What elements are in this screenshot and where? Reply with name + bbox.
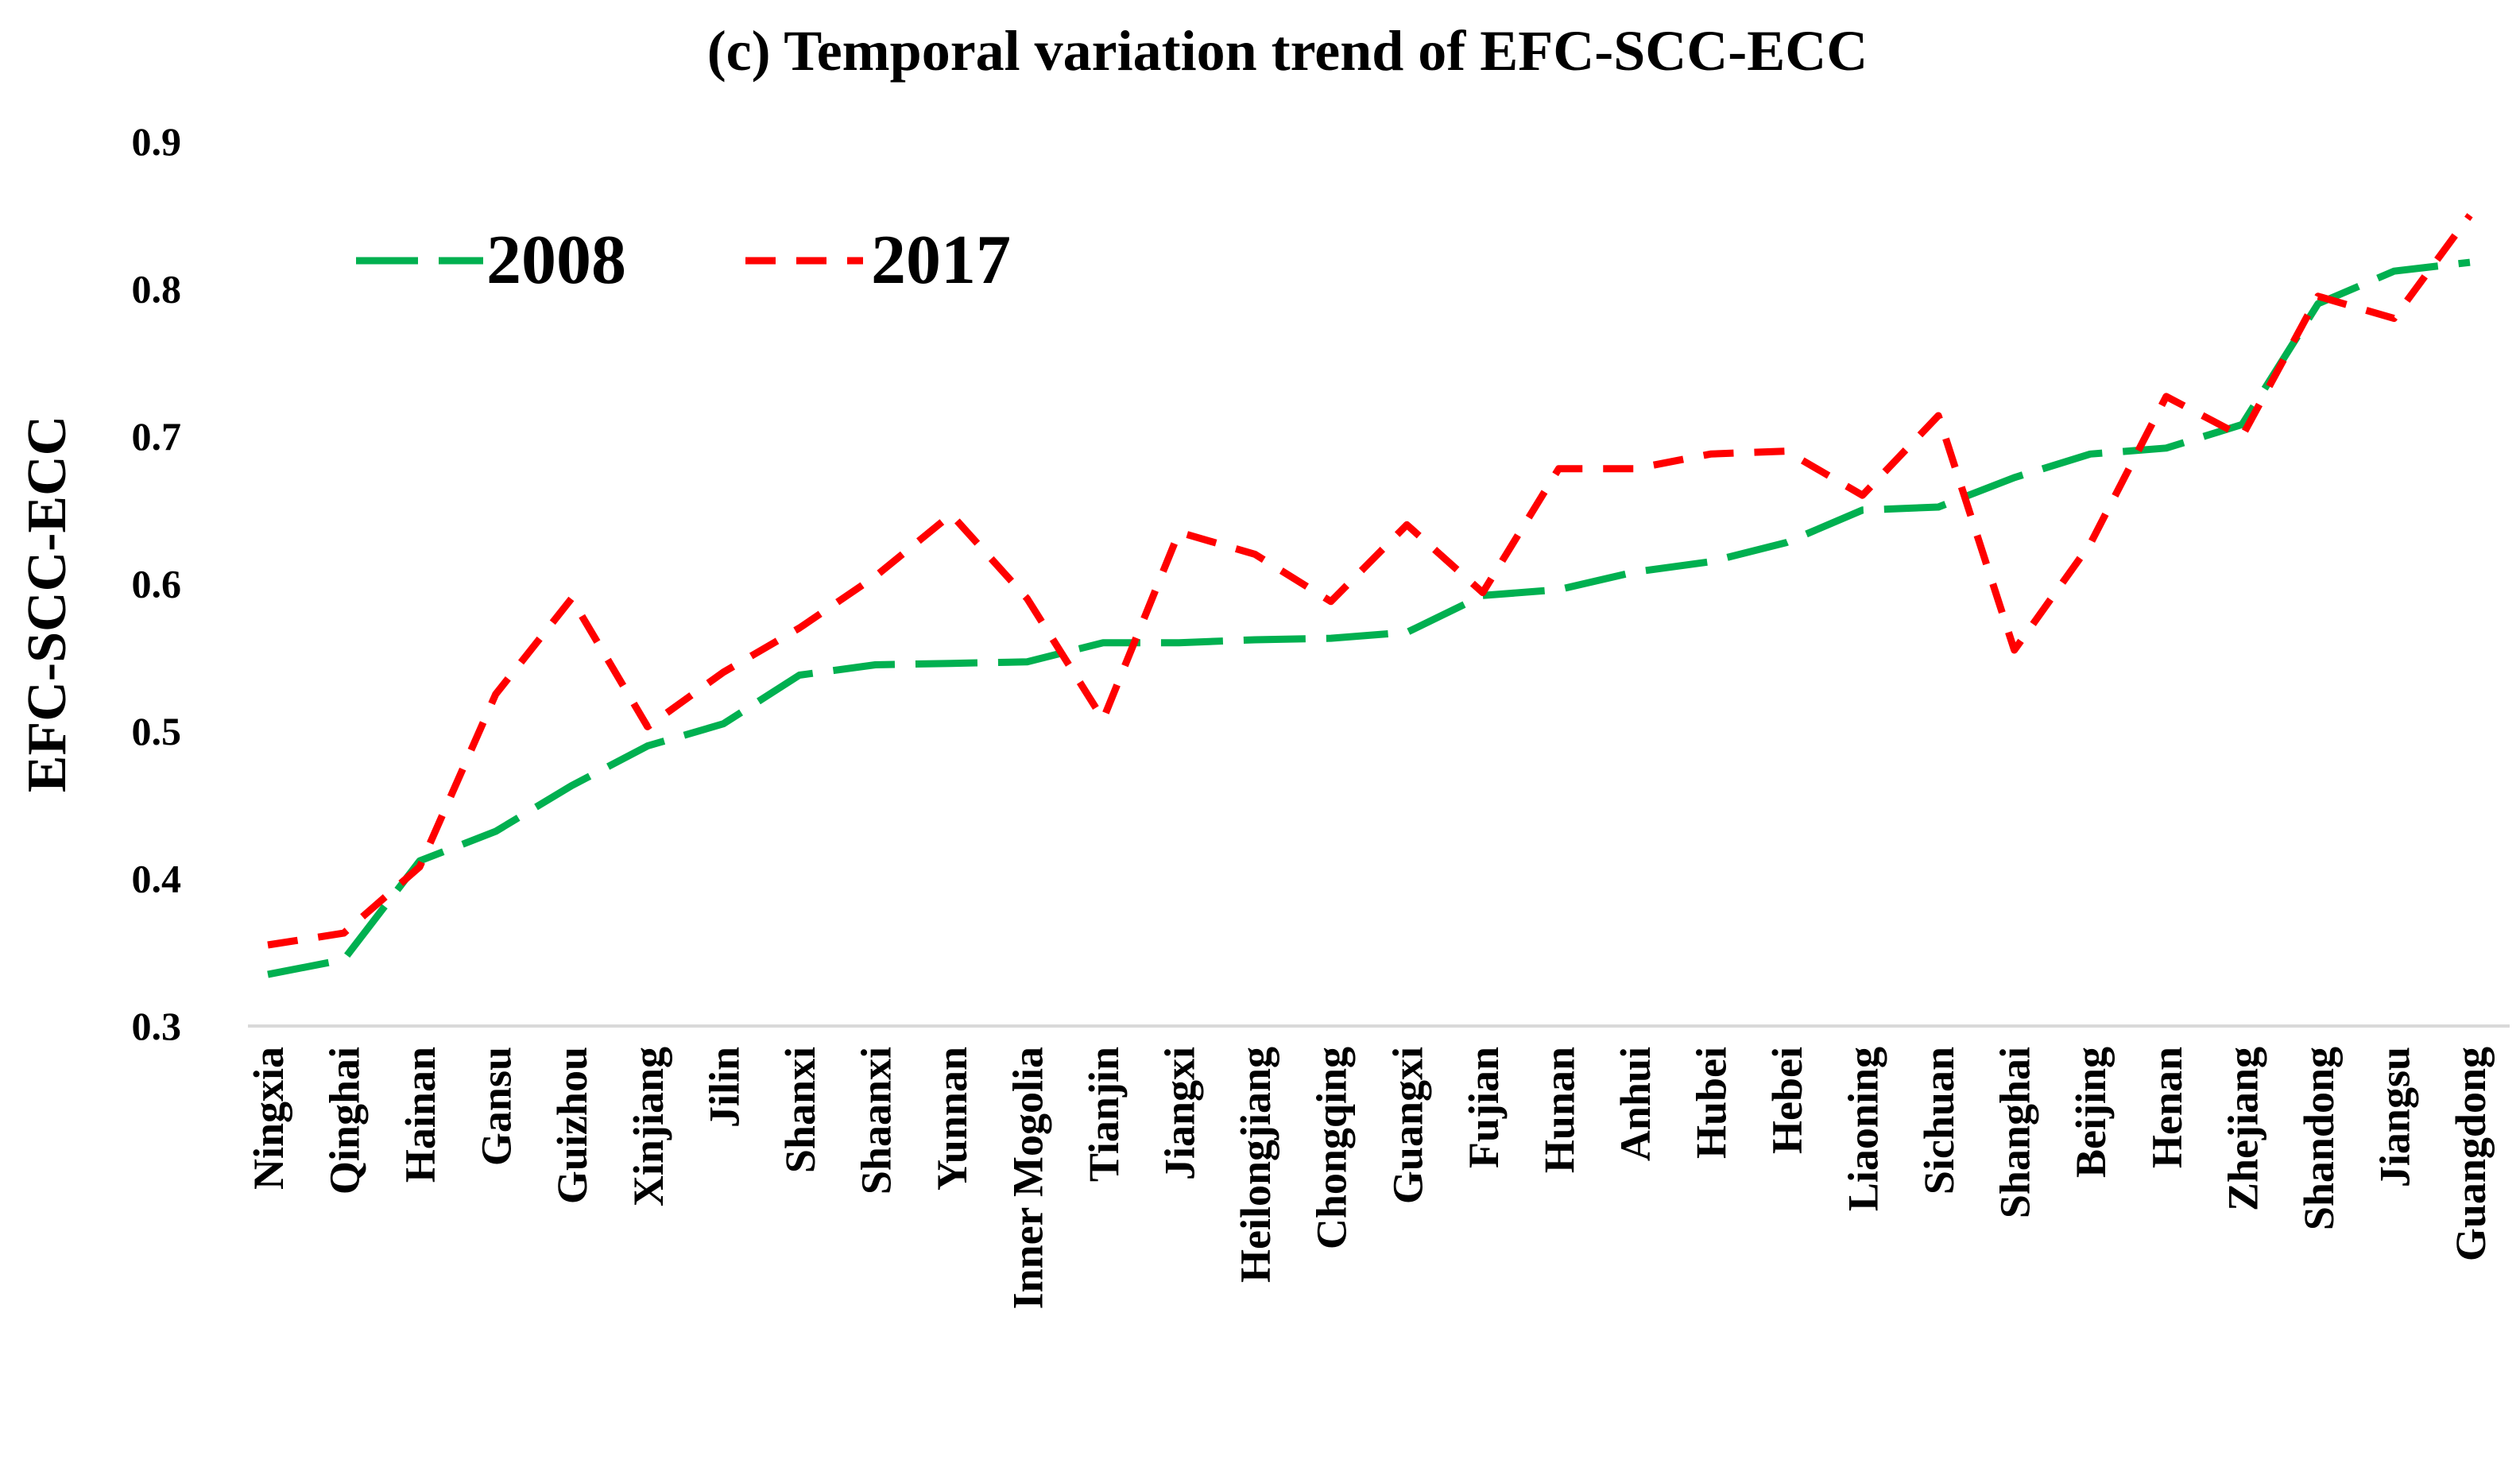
chart-title: (c) Temporal variation trend of EFC-SCC-… — [707, 19, 1868, 83]
y-tick-label-0-5: 0.5 — [132, 709, 182, 753]
x-axis-ticks: Ningxia Qinghai Hainan Gansu Guizhou Xinjiang… — [245, 1047, 2495, 1310]
x-tick-label-hainan: Hainan — [397, 1047, 444, 1183]
legend-label-2017: 2017 — [871, 222, 1011, 299]
x-tick-label-yunnan: Yunnan — [928, 1047, 976, 1191]
x-tick-label-chongqing: Chongqing — [1308, 1047, 1356, 1249]
y-tick-label-0-6: 0.6 — [132, 562, 182, 606]
series-line-2008 — [267, 258, 2471, 978]
x-tick-label-zhejiang: Zhejiang — [2219, 1047, 2266, 1211]
y-axis-ticks: 0.3 0.4 0.5 0.6 0.7 0.8 0.9 — [132, 119, 182, 1048]
x-tick-label-tianjin: Tianjin — [1080, 1047, 1128, 1182]
x-tick-label-shanghai: Shanghai — [1992, 1047, 2039, 1218]
x-tick-label-shandong: Shandong — [2295, 1047, 2343, 1230]
x-tick-label-sichuan: Sichuan — [1915, 1047, 1963, 1195]
x-tick-label-anhui: Anhui — [1612, 1047, 1659, 1161]
x-tick-label-heilongjiang: Heilongjiang — [1232, 1047, 1279, 1283]
x-tick-label-guizhou: Guizhou — [548, 1047, 596, 1204]
x-tick-label-jiangxi: Jiangxi — [1156, 1047, 1204, 1180]
x-tick-label-shanxi: Shanxi — [776, 1047, 824, 1173]
y-axis-label: EFC-SCC-ECC — [17, 416, 78, 792]
x-tick-label-liaoning: Liaoning — [1840, 1047, 1887, 1211]
x-tick-label-henan: Henan — [2143, 1047, 2191, 1168]
y-tick-label-0-3: 0.3 — [132, 1004, 182, 1048]
y-tick-label-0-4: 0.4 — [132, 857, 182, 901]
x-tick-label-hubei: Hubei — [1687, 1047, 1735, 1159]
x-tick-label-fujian: Fujian — [1460, 1047, 1508, 1168]
x-tick-label-inner-mogolia: Inner Mogolia — [1005, 1047, 1052, 1310]
x-tick-label-gansu: Gansu — [473, 1047, 521, 1166]
x-tick-label-hebei: Hebei — [1763, 1047, 1811, 1154]
legend-label-2008: 2008 — [486, 222, 626, 299]
series-lines — [267, 213, 2473, 978]
x-tick-label-guangdong: Guangdong — [2447, 1047, 2495, 1261]
y-tick-label-0-8: 0.8 — [132, 267, 182, 312]
x-tick-label-ningxia: Ningxia — [245, 1047, 292, 1190]
x-tick-label-shaanxi: Shaanxi — [852, 1047, 900, 1195]
y-tick-label-0-7: 0.7 — [132, 414, 182, 459]
x-tick-label-beijing: Beijing — [2067, 1047, 2115, 1178]
x-tick-label-xinjiang: Xinjiang — [625, 1047, 672, 1206]
x-tick-label-guangxi: Guangxi — [1384, 1047, 1431, 1204]
x-tick-label-jilin: Jilin — [700, 1047, 748, 1128]
y-tick-label-0-9: 0.9 — [132, 119, 182, 164]
x-tick-label-jiangsu: Jiangsu — [2371, 1047, 2418, 1187]
series-line-2017 — [267, 213, 2473, 949]
legend: 2008 2017 — [356, 222, 1011, 299]
x-tick-label-hunan: Hunan — [1535, 1047, 1583, 1173]
x-tick-label-qinghai: Qinghai — [321, 1047, 369, 1195]
